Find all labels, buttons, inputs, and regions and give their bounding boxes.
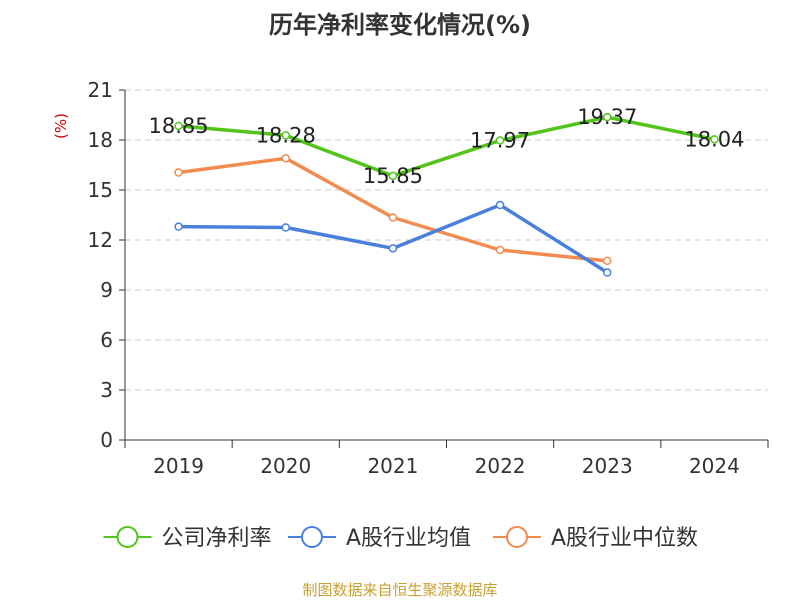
legend-label: A股行业均值 <box>346 526 471 551</box>
x-tick-label: 2020 <box>260 454 311 478</box>
data-label: 18.85 <box>149 114 209 138</box>
legend-label: A股行业中位数 <box>551 526 698 551</box>
data-point[interactable] <box>174 168 183 177</box>
x-tick-label: 2022 <box>475 454 526 478</box>
x-tick-label: 2024 <box>689 454 740 478</box>
data-point[interactable] <box>174 121 183 131</box>
legend-marker <box>506 526 528 548</box>
legend-item[interactable]: A股行业中位数 <box>493 526 698 551</box>
source-footer: 制图数据来自恒生聚源数据库 <box>302 581 497 599</box>
data-point[interactable] <box>388 244 398 253</box>
data-point[interactable] <box>495 136 505 145</box>
data-point[interactable] <box>710 135 719 144</box>
legend-item[interactable]: 公司净利率 <box>103 526 272 551</box>
y-tick-label: 3 <box>100 378 113 402</box>
y-tick-label: 18 <box>88 128 113 152</box>
data-labels: 18.85 18.28 15.85 17.97 19.37 18.04 <box>149 105 745 188</box>
y-tick-label: 21 <box>88 78 113 102</box>
series-group <box>174 112 719 277</box>
y-tick-label: 15 <box>88 178 113 202</box>
data-point[interactable] <box>388 213 398 222</box>
data-point[interactable] <box>603 268 612 277</box>
y-tick-label: 9 <box>100 278 113 302</box>
legend-item[interactable]: A股行业均值 <box>288 526 471 551</box>
x-tick-label: 2021 <box>367 454 418 478</box>
data-label: 18.04 <box>684 127 744 151</box>
legend-marker <box>116 526 139 548</box>
data-point[interactable] <box>388 171 398 181</box>
data-label: 19.37 <box>577 105 637 129</box>
data-point[interactable] <box>281 131 290 140</box>
data-point[interactable] <box>603 256 612 266</box>
data-point[interactable] <box>495 245 505 255</box>
legend-label: 公司净利率 <box>162 526 272 551</box>
x-tick-label: 2019 <box>153 454 204 478</box>
grid-lines <box>125 89 768 391</box>
data-point[interactable] <box>495 200 505 210</box>
data-label: 15.85 <box>363 164 423 188</box>
data-point[interactable] <box>174 222 183 231</box>
data-label: 18.28 <box>256 123 316 147</box>
chart-title: 历年净利率变化情况(%) <box>269 11 531 39</box>
data-point[interactable] <box>281 223 290 232</box>
legend-marker <box>301 526 323 548</box>
axes: 0 3 6 9 12 15 18 21 2019 2020 2021 2022 2023 2024 <box>88 78 769 478</box>
x-tick-label: 2023 <box>582 454 633 478</box>
y-tick-label: 12 <box>88 228 113 252</box>
data-label: 17.97 <box>470 129 530 153</box>
data-point[interactable] <box>281 154 290 163</box>
y-tick-label: 0 <box>100 428 113 452</box>
y-tick-label: 6 <box>100 328 113 352</box>
legend[interactable]: 公司净利率 A股行业均值 A股行业中位数 <box>103 526 699 551</box>
y-axis-label: (%) <box>52 113 70 139</box>
data-point[interactable] <box>603 112 612 122</box>
series-line-0 <box>178 115 715 178</box>
